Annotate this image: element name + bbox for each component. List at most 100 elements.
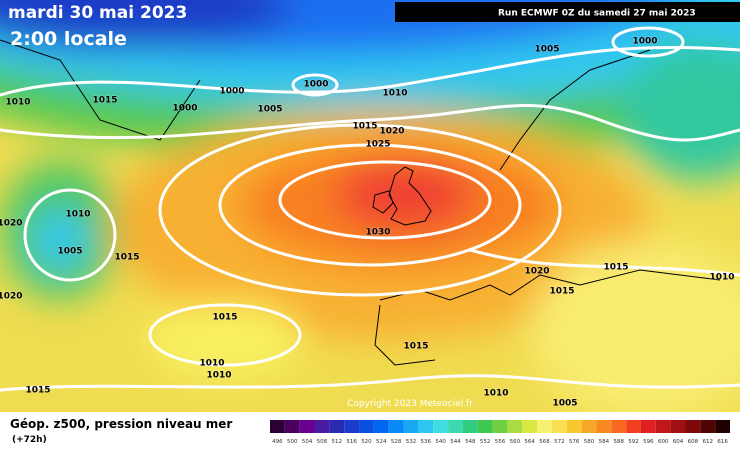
scale-swatch [462, 420, 478, 433]
scale-label: 616 [717, 439, 728, 445]
isobar-label: 1030 [365, 228, 390, 238]
isobar-label: 1020 [524, 267, 549, 277]
isobar-label: 1015 [403, 342, 428, 352]
isobar-label: 1025 [365, 140, 390, 150]
scale-label: 604 [673, 439, 684, 445]
scale-swatch [492, 420, 508, 433]
scale-swatch [670, 420, 686, 433]
isobar-label: 1010 [382, 89, 407, 99]
isobar-label: 1020 [0, 292, 23, 302]
isobar-label: 1020 [0, 219, 23, 229]
isobar-label: 1020 [379, 127, 404, 137]
scale-swatch [373, 420, 389, 433]
isobar-label: 1010 [199, 359, 224, 369]
scale-label: 564 [524, 439, 535, 445]
scale-label: 504 [302, 439, 313, 445]
scale-label: 512 [332, 439, 343, 445]
isobar-label: 1010 [709, 273, 734, 283]
scale-swatch [655, 420, 671, 433]
scale-label: 580 [584, 439, 595, 445]
scale-swatch [551, 420, 567, 433]
scale-label: 588 [613, 439, 624, 445]
scale-swatch [685, 420, 701, 433]
scale-swatch [566, 420, 582, 433]
isobar-label: 1000 [219, 87, 244, 97]
isobar-label: 1005 [257, 105, 282, 115]
scale-swatch [715, 420, 730, 433]
scale-swatch [418, 420, 434, 433]
scale-label: 516 [346, 439, 357, 445]
scale-label: 584 [599, 439, 610, 445]
scale-swatch [344, 420, 360, 433]
scale-label: 524 [376, 439, 387, 445]
scale-label: 576 [569, 439, 580, 445]
scale-label: 536 [421, 439, 432, 445]
run-banner [395, 2, 740, 22]
scale-label: 548 [465, 439, 476, 445]
scale-label: 528 [391, 439, 402, 445]
isobar-label: 1015 [92, 96, 117, 106]
scale-swatch [611, 420, 627, 433]
scale-swatch [403, 420, 419, 433]
scale-label: 496 [272, 439, 283, 445]
isobar-label: 1015 [114, 253, 139, 263]
isobar-label: 1010 [206, 371, 231, 381]
copyright: Copyright 2023 Meteociel.fr [347, 399, 473, 409]
scale-label: 592 [628, 439, 639, 445]
scale-label: 572 [554, 439, 565, 445]
scale-label: 560 [510, 439, 521, 445]
isobar-label: 1010 [5, 98, 30, 108]
isobar-label: 1015 [212, 313, 237, 323]
isobars [0, 26, 740, 392]
isobar-label: 1005 [552, 399, 577, 409]
run-info: Run ECMWF 0Z du samedi 27 mai 2023 [498, 9, 696, 19]
scale-label: 520 [361, 439, 372, 445]
scale-swatch [522, 420, 538, 433]
scale-swatch [581, 420, 597, 433]
footer-lead: (+72h) [12, 435, 47, 445]
isobar-label: 1010 [483, 389, 508, 399]
scale-label: 556 [495, 439, 506, 445]
scale-label: 532 [406, 439, 417, 445]
scale-swatch [596, 420, 612, 433]
isobar-label: 1005 [57, 247, 82, 257]
scale-label: 540 [435, 439, 446, 445]
color-scale: 496 500 504 508 512 516 520 524 528 532 536 540 544 5… [270, 420, 730, 445]
forecast-date: mardi 30 mai 2023 [8, 3, 187, 23]
scale-swatch [299, 420, 315, 433]
scale-label: 500 [287, 439, 298, 445]
isobar-label: 1015 [352, 122, 377, 132]
isobar-label: 1010 [65, 210, 90, 220]
scale-swatch [700, 420, 716, 433]
scale-swatch [388, 420, 404, 433]
isobar-label: 1000 [303, 80, 328, 90]
scale-label: 596 [643, 439, 654, 445]
footer-title: Géop. z500, pression niveau mer [10, 417, 232, 431]
scale-label: 544 [450, 439, 461, 445]
scale-swatch [477, 420, 493, 433]
scale-swatch [359, 420, 374, 433]
scale-label: 508 [317, 439, 328, 445]
scale-swatch [329, 420, 345, 433]
scale-swatch [626, 420, 641, 433]
isobar-label: 1000 [172, 104, 197, 114]
scale-label: 612 [702, 439, 713, 445]
scale-swatch [640, 420, 656, 433]
scale-swatch [270, 420, 285, 433]
scale-swatch [507, 420, 523, 433]
scale-swatch [314, 420, 330, 433]
scale-label: 600 [658, 439, 669, 445]
scale-swatch [433, 420, 449, 433]
isobar-label: 1005 [534, 45, 559, 55]
scale-label: 568 [539, 439, 550, 445]
forecast-time: 2:00 locale [10, 28, 127, 50]
scale-label: 608 [688, 439, 699, 445]
scale-label: 552 [480, 439, 491, 445]
isobar-label: 1015 [549, 287, 574, 297]
scale-swatch [284, 420, 300, 433]
isobar-label: 1015 [603, 263, 628, 273]
scale-swatch [448, 420, 463, 433]
